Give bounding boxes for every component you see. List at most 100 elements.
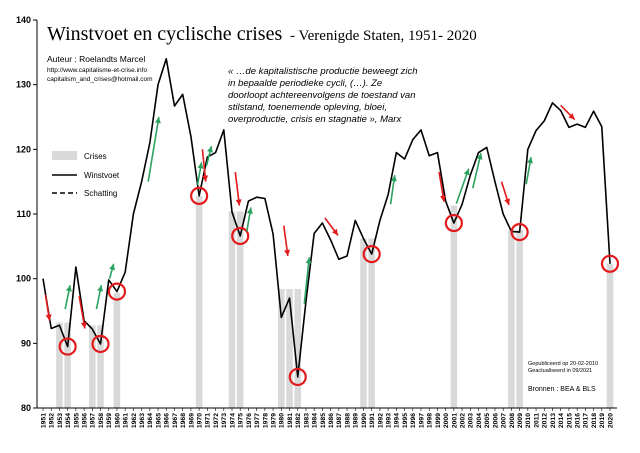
down-arrow-4-head xyxy=(235,199,242,206)
x-tick-label-1989: 1989 xyxy=(353,413,360,428)
down-arrow-2 xyxy=(78,295,87,329)
crisis-circle-2009 xyxy=(510,223,529,242)
x-tick-label-2008: 2008 xyxy=(509,413,516,428)
x-tick-label-2013: 2013 xyxy=(550,413,557,428)
author-name: Auteur : Roelandts Marcel xyxy=(47,54,145,64)
crisis-circle-1975 xyxy=(231,226,250,246)
up-arrow-3-head xyxy=(109,263,115,271)
x-tick-label-1997: 1997 xyxy=(418,413,425,428)
up-arrow-8 xyxy=(303,257,312,304)
down-arrow-3 xyxy=(201,149,209,182)
x-tick-label-2004: 2004 xyxy=(476,413,483,428)
trend-arrows xyxy=(44,104,576,329)
crisis-bar-1982 xyxy=(294,289,302,408)
down-arrow-2-head xyxy=(80,322,87,329)
updated-note: Geactualiseerd in 09/2021 xyxy=(528,368,592,374)
x-tick-label-2010: 2010 xyxy=(525,413,532,428)
x-tick-label-1979: 1979 xyxy=(270,413,277,428)
quote-line-4: stilstand, toenemende opleving, bloei, xyxy=(228,102,387,113)
crisis-bars xyxy=(56,195,614,408)
x-tick-label-1951: 1951 xyxy=(40,413,47,428)
up-arrow-2-head xyxy=(97,285,104,292)
x-tick-label-2006: 2006 xyxy=(492,413,499,428)
crisis-bar-2020 xyxy=(606,263,614,408)
y-tick-label-90: 90 xyxy=(21,338,31,348)
x-tick-label-1999: 1999 xyxy=(435,413,442,428)
crisis-circle-1954 xyxy=(58,337,77,356)
up-arrow-8-head xyxy=(305,257,312,264)
quote-line-3: doorloopt achtereenvolgens de toestand v… xyxy=(228,90,416,101)
crisis-bar-1958 xyxy=(97,325,104,408)
x-tick-label-1980: 1980 xyxy=(279,413,286,428)
x-tick-label-2007: 2007 xyxy=(501,413,508,428)
y-tick-label-130: 130 xyxy=(16,80,31,90)
crisis-bar-1970 xyxy=(195,195,203,408)
x-tick-label-1973: 1973 xyxy=(221,413,228,428)
x-tick-label-1982: 1982 xyxy=(295,413,302,428)
x-tick-label-2018: 2018 xyxy=(591,413,598,428)
x-tick-label-1993: 1993 xyxy=(386,413,393,428)
up-arrow-4-head xyxy=(154,117,161,124)
x-tick-label-1974: 1974 xyxy=(229,413,236,428)
up-arrow-10 xyxy=(455,168,470,204)
down-arrow-6-head xyxy=(331,228,339,236)
x-tick-label-1953: 1953 xyxy=(57,413,64,428)
crisis-bar-1953 xyxy=(56,322,63,408)
crisis-circle-1982 xyxy=(288,367,307,387)
down-arrow-1 xyxy=(44,294,52,321)
x-tick-label-1970: 1970 xyxy=(197,413,204,428)
up-arrow-4 xyxy=(147,116,161,182)
x-tick-label-1956: 1956 xyxy=(81,413,88,428)
x-tick-label-2000: 2000 xyxy=(443,413,450,428)
sources-note: Bronnen : BEA & BLS xyxy=(528,386,596,393)
x-tick-label-1986: 1986 xyxy=(328,413,335,428)
down-arrow-6 xyxy=(324,217,339,236)
x-tick-label-1981: 1981 xyxy=(287,413,294,428)
crisis-circle-1958 xyxy=(91,334,110,354)
x-tick-label-2002: 2002 xyxy=(459,413,466,428)
x-tick-label-2011: 2011 xyxy=(533,413,540,428)
published-note: Gepubliceerd op 20-02-2010 xyxy=(528,361,598,367)
chart-subtitle: - Verenigde Staten, 1951- 2020 xyxy=(290,28,477,44)
x-tick-label-1977: 1977 xyxy=(254,413,261,428)
author-website: http://www.capitalisme-et-crise.info xyxy=(47,67,147,74)
crisis-bar-1990 xyxy=(360,238,367,408)
up-arrow-6-head xyxy=(207,146,213,153)
up-arrow-5-head xyxy=(197,162,204,169)
crisis-bar-1954 xyxy=(64,322,71,408)
x-tick-label-1976: 1976 xyxy=(246,413,253,428)
x-tick-label-2017: 2017 xyxy=(583,413,590,428)
x-tick-label-2016: 2016 xyxy=(575,413,582,428)
x-tick-label-1968: 1968 xyxy=(180,413,187,428)
x-tick-label-1961: 1961 xyxy=(123,413,130,428)
author-email: capitalism_and_crises@hotmail.com xyxy=(47,76,153,83)
up-arrow-8-shaft xyxy=(303,257,311,304)
x-tick-label-1987: 1987 xyxy=(336,413,343,428)
x-tick-label-1954: 1954 xyxy=(65,413,72,428)
down-arrow-5 xyxy=(282,225,291,257)
quote-line-5: overproductie, crisis en stagnatie », Ma… xyxy=(228,114,402,125)
up-arrow-1 xyxy=(64,284,72,310)
quote-line-2: in bepaalde periodieke cycli, (…). Ze xyxy=(228,78,382,89)
x-tick-label-1967: 1967 xyxy=(172,413,179,428)
down-arrow-7-head xyxy=(440,195,446,202)
up-arrow-10-shaft xyxy=(455,168,470,204)
x-tick-label-1958: 1958 xyxy=(98,413,105,428)
crisis-bar-1991 xyxy=(368,238,375,408)
x-tick-label-2014: 2014 xyxy=(558,413,565,428)
legend: Crises Winstvoet Schatting xyxy=(52,151,120,198)
down-arrow-8 xyxy=(500,181,510,206)
crisis-bar-1981 xyxy=(286,289,293,408)
up-arrow-11 xyxy=(471,153,483,189)
x-tick-label-1995: 1995 xyxy=(402,413,409,428)
up-arrow-2 xyxy=(95,284,104,310)
x-tick-label-2020: 2020 xyxy=(607,413,614,428)
up-arrow-1-head xyxy=(65,285,72,292)
x-tick-label-1957: 1957 xyxy=(90,413,97,428)
legend-crises-swatch xyxy=(52,151,77,160)
x-tick-label-1960: 1960 xyxy=(114,413,121,428)
crisis-bar-1974 xyxy=(228,211,236,408)
x-tick-label-2019: 2019 xyxy=(599,413,606,428)
